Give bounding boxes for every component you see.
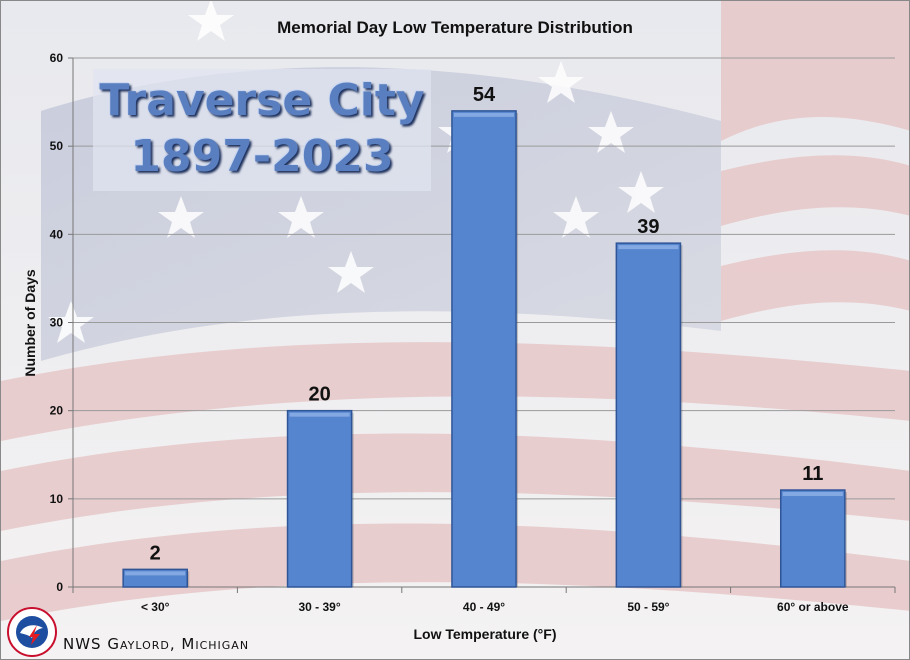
bar [451, 110, 517, 588]
bars [122, 110, 847, 588]
bar-highlight [289, 412, 350, 417]
subtitle-line-1: Traverse City [99, 75, 425, 126]
y-tick-label: 30 [50, 316, 64, 330]
bar-highlight [453, 112, 515, 117]
x-tick-label: 30 - 39° [299, 600, 341, 614]
x-tick-label: 40 - 49° [463, 600, 505, 614]
x-axis-label: Low Temperature (°F) [413, 626, 556, 642]
bar-highlight [125, 571, 186, 576]
x-tick-label: 50 - 59° [627, 600, 669, 614]
y-tick-label: 0 [56, 580, 63, 594]
bar-highlight [782, 492, 843, 497]
footer-credit: NWS Gaylord, Michigan [63, 635, 250, 653]
bar [615, 242, 682, 588]
bar [779, 489, 846, 588]
y-axis-ticks: 0 10 20 30 40 50 60 [50, 51, 64, 594]
chart-title: Memorial Day Low Temperature Distributio… [277, 18, 633, 37]
data-label: 2 [150, 542, 161, 564]
data-label: 39 [637, 216, 659, 238]
y-tick-label: 60 [50, 51, 64, 65]
y-axis-label: Number of Days [22, 269, 38, 377]
subtitle-box [93, 69, 431, 191]
data-label: 20 [308, 384, 330, 406]
data-labels: 2 20 54 39 11 [150, 84, 824, 564]
x-tick-label: 60° or above [777, 600, 849, 614]
bar [286, 409, 353, 588]
y-tick-label: 20 [50, 404, 64, 418]
x-tick-label: < 30° [141, 600, 170, 614]
y-tick-label: 10 [50, 492, 64, 506]
y-tick-label: 40 [50, 227, 64, 241]
chart-subtitle: Traverse City 1897-2023 [93, 73, 431, 185]
data-label: 54 [473, 84, 496, 106]
x-axis-ticks: < 30° 30 - 39° 40 - 49° 50 - 59° 60° or abov… [141, 600, 849, 614]
bar-highlight [618, 245, 679, 250]
y-tick-label: 50 [50, 139, 64, 153]
nws-logo-icon [7, 607, 57, 657]
subtitle-line-2: 1897-2023 [130, 131, 394, 182]
data-label: 11 [802, 463, 823, 485]
